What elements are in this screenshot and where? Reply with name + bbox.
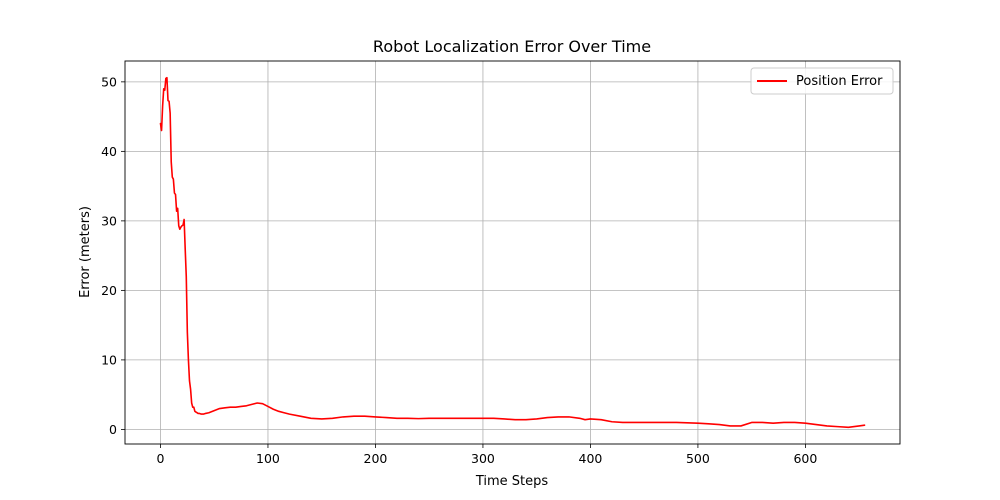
x-tick-label: 600 <box>793 451 817 466</box>
plot-frame <box>124 60 901 445</box>
grid <box>125 61 900 444</box>
y-tick-label: 20 <box>101 283 117 298</box>
chart-title: Robot Localization Error Over Time <box>373 37 651 56</box>
x-tick-label: 300 <box>471 451 495 466</box>
x-tick-label: 100 <box>256 451 280 466</box>
x-tick-label: 0 <box>156 451 164 466</box>
legend-label: Position Error <box>796 74 883 89</box>
series-line-position-error <box>159 76 866 429</box>
y-tick-label: 10 <box>101 352 117 367</box>
x-axis-label: Time Steps <box>475 474 549 489</box>
x-tick-label: 200 <box>364 451 388 466</box>
y-tick-label: 50 <box>101 74 117 89</box>
series-layer <box>159 76 866 429</box>
y-axis-ticks: 0 10 20 30 40 50 <box>101 74 125 437</box>
x-axis-ticks: 0 100 200 300 400 500 600 <box>156 444 817 466</box>
y-tick-label: 40 <box>101 144 117 159</box>
legend: Position Error <box>750 67 894 95</box>
x-tick-label: 500 <box>686 451 710 466</box>
y-tick-label: 30 <box>101 213 117 228</box>
y-tick-label: 0 <box>109 422 117 437</box>
x-tick-label: 400 <box>579 451 603 466</box>
y-axis-label: Error (meters) <box>78 206 93 298</box>
legend-box <box>750 67 894 95</box>
